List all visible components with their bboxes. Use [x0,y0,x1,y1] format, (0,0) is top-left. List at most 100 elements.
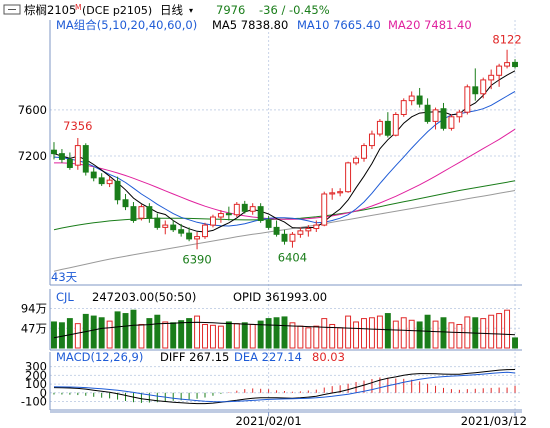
volume-bar [130,309,137,349]
panel-frames [49,20,522,411]
volume-bar [106,320,113,349]
symbol-code: (DCE p2105) [82,4,152,17]
price-annotation: 8122 [492,33,521,47]
volume-bar [488,314,495,349]
date-axis: 2021/02/01 2021/03/12 [50,411,527,428]
symbol-name[interactable]: 棕榈2105 [24,3,76,17]
volume-bar [138,323,145,349]
candle-body [241,203,248,212]
candle-body [384,120,391,136]
date-tick-label: 2021/03/12 [461,414,527,428]
volume-bar [225,321,232,349]
candle-body [82,145,89,173]
macd-diff-line [53,369,516,405]
open-interest-value: OPID 361993.00 [233,290,327,304]
candle-body [170,224,177,231]
candle-body [432,109,439,122]
candle-body [488,74,495,81]
candle-body [217,213,224,218]
macd-legend-name[interactable]: MACD(12,26,9) [56,350,143,364]
volume-bar [249,323,256,349]
volume-bar [456,323,463,349]
volume-bar [512,337,518,349]
volume-bar [257,320,264,349]
candle-body [249,206,256,212]
volume-tick-label: 47万 [21,321,47,335]
candle-body [392,113,399,136]
candle-body [58,153,65,160]
volume-bar [321,318,328,349]
ma20-legend: MA20 7481.40 [388,18,472,32]
macd-tick-label: 300 [25,360,47,374]
candle-body [353,157,360,164]
candle-body [313,224,320,230]
ma-legend: MA组合(5,10,20,40,60,0) MA5 7838.80 MA10 7… [56,18,472,32]
volume-bar [186,318,193,349]
macd-tick-label: 200 [25,368,47,382]
candle-body [504,62,511,67]
volume-bar [297,325,304,349]
price-tick-label: 7200 [18,149,47,163]
volume-bar [51,321,57,349]
price-change: -36 / -0.45% [259,3,330,17]
price-annotation: 6390 [182,252,211,266]
macd-tick-label: -100 [21,395,47,409]
volume-bar [233,323,240,349]
volume-bar [265,318,272,349]
price-annotation: 6404 [278,251,307,265]
volume-bar [217,325,224,349]
candle-body [464,86,471,113]
candle-body [448,116,455,129]
candle-body [480,79,487,95]
volume-bar [368,317,375,349]
volume-bar [353,321,360,349]
candle-body [194,236,201,240]
candle-body [178,229,185,234]
candle-body [496,65,503,76]
volume-bar [305,327,312,349]
candle-body [416,95,423,105]
candle-body [376,120,383,135]
volume-bar [178,320,185,349]
candle-body [512,61,518,68]
period-selector[interactable]: 日线 [160,3,183,17]
price-tick-label: 7600 [18,103,47,117]
volume-bar [496,313,503,349]
macd-diff-value: DIFF 267.15 [160,350,229,364]
price-annotation: 7356 [63,119,92,133]
price-annotation: 43天 [51,270,78,284]
volume-bar [74,323,81,349]
ma10-legend: MA10 7665.40 [297,18,381,32]
candle-body [273,226,280,235]
volume-bar [170,322,177,349]
candle-body [257,206,264,221]
macd-dea-line [53,371,516,403]
volume-legend-name[interactable]: CJL [56,290,74,304]
kline-icon[interactable] [3,4,21,15]
macd-plot [53,369,516,405]
volume-bar [202,323,208,349]
candle-body [106,179,113,185]
candle-body [51,149,57,155]
candle-body [122,199,129,208]
macd-dea-value: DEA 227.14 [234,350,302,364]
price-axis: 7200 7600 [18,103,47,163]
volume-bar [440,317,447,349]
period-dropdown-icon[interactable]: ▾ [189,6,193,15]
ma10-line [53,90,516,227]
volume-bar [376,315,383,349]
candle-body [66,158,73,168]
volume-bar [384,313,391,349]
candle-body [130,206,137,221]
volume-bar [504,309,511,349]
ma-legend-name[interactable]: MA组合(5,10,20,40,60,0) [56,18,197,32]
candle-body [329,192,336,195]
volume-bar [289,322,296,349]
candle-body [146,206,153,219]
volume-bar [162,321,169,349]
candle-body [321,193,328,226]
